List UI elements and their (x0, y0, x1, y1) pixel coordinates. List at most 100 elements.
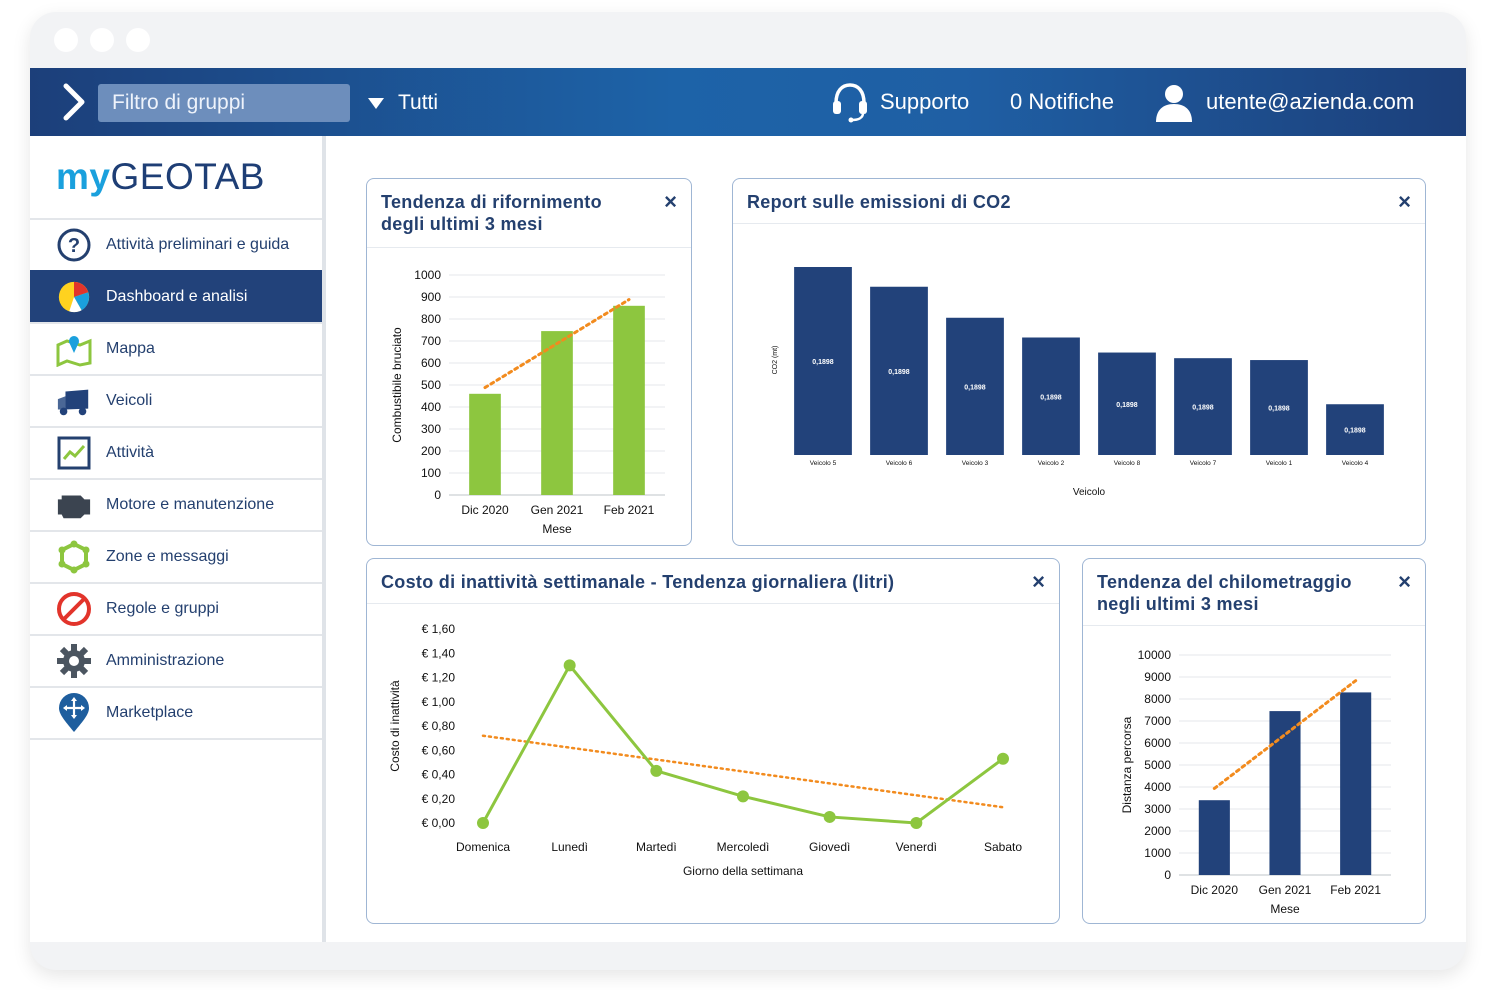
data-label: 0,1898 (1192, 405, 1214, 412)
sidebar-item-label: Amministrazione (106, 652, 225, 669)
sidebar-item-activity[interactable]: Attività (30, 426, 322, 478)
sidebar-item-administration[interactable]: Amministrazione (30, 634, 322, 686)
bar (613, 305, 645, 495)
trendline (1212, 679, 1358, 790)
widget-title-line-2: degli ultimi 3 mesi (381, 214, 543, 234)
data-point (823, 810, 836, 823)
y-axis-label: Combustibile bruciato (390, 327, 404, 443)
widget-title-line-1: Tendenza del chilometraggio (1097, 572, 1352, 592)
data-label: 0,1898 (1116, 402, 1138, 409)
group-dropdown-value: Tutti (398, 91, 439, 114)
y-tick-label: € 1,00 (422, 695, 456, 709)
x-tick-label: Veicolo 8 (1114, 460, 1141, 467)
x-tick-label: Veicolo 4 (1342, 460, 1369, 467)
widget-divider (1083, 625, 1425, 626)
y-tick-label: € 0,60 (422, 743, 456, 757)
widget-divider (367, 603, 1059, 604)
gear-icon (56, 643, 92, 679)
x-tick-label: Martedì (636, 840, 677, 854)
group-filter-input[interactable]: Filtro di gruppi (98, 84, 350, 122)
bar (1098, 352, 1156, 455)
x-tick-label: Veicolo 5 (810, 460, 837, 467)
y-tick-label: 1000 (1144, 846, 1171, 860)
data-point (997, 752, 1009, 765)
x-tick-label: Feb 2021 (604, 503, 655, 517)
co2-chart: 0,1898 Veicolo 5 0,1898 Veicolo 6 0,1898 Veic… (772, 267, 1384, 498)
y-tick-label: 500 (421, 378, 441, 392)
y-tick-label: € 0,80 (422, 719, 456, 733)
x-axis-label: Giorno della settimana (683, 864, 803, 878)
widget-title: Costo di inattività settimanale - Tenden… (381, 572, 895, 592)
fuel-chart: 0 100 200 300 400 500 600 700 800 900 1000 Dic 2020… (390, 268, 665, 536)
x-tick-label: Sabato (984, 840, 1022, 854)
group-dropdown[interactable]: Tutti (368, 84, 438, 122)
sidebar-item-engine[interactable]: Motore e manutenzione (30, 478, 322, 530)
idle-chart: € 0,00 € 0,20 € 0,40 € 0,60 € 0,80 € 1,00 € 1,… (388, 622, 1022, 878)
bar (1198, 800, 1230, 875)
x-tick-label: Domenica (456, 840, 510, 854)
x-tick-label: Veicolo 3 (962, 460, 989, 467)
y-tick-label: 4000 (1144, 780, 1171, 794)
co2-report-widget: Report sulle emissioni di CO2 × 0,1898 Ve… (732, 178, 1426, 546)
user-menu[interactable]: utente@azienda.com (1154, 78, 1414, 126)
sidebar-item-label: Zone e messaggi (106, 548, 229, 565)
bar (1340, 692, 1372, 875)
close-icon[interactable]: × (1398, 189, 1411, 214)
x-axis-label: Mese (542, 522, 572, 536)
window-controls (54, 28, 150, 52)
prohibited-icon (56, 591, 92, 627)
y-tick-label: € 1,20 (422, 671, 456, 685)
sidebar-item-marketplace[interactable]: Marketplace (30, 686, 322, 740)
sidebar: myGEOTAB ? Attività preliminari e guida … (30, 136, 326, 942)
y-axis-label: Costo di inattività (388, 680, 402, 772)
x-tick-label: Mercoledì (717, 840, 770, 854)
y-tick-label: 7000 (1144, 714, 1171, 728)
x-tick-label: Veicolo 7 (1190, 460, 1217, 467)
y-tick-label: 6000 (1144, 736, 1171, 750)
sidebar-item-dashboard[interactable]: Dashboard e analisi (30, 270, 322, 322)
sidebar-item-map[interactable]: Mappa (30, 322, 322, 374)
data-label: 0,1898 (1268, 406, 1290, 413)
sidebar-item-vehicles[interactable]: Veicoli (30, 374, 322, 426)
dashboard-main: Tendenza di rifornimento degli ultimi 3 … (326, 136, 1466, 942)
engine-icon (56, 487, 92, 523)
marketplace-pin-icon (56, 693, 92, 732)
y-tick-label: 900 (421, 290, 441, 304)
y-tick-label: € 0,00 (422, 816, 456, 830)
window-dot-3[interactable] (126, 28, 150, 52)
x-tick-label: Veicolo 6 (886, 460, 913, 467)
bar (1174, 358, 1232, 455)
sidebar-item-zones[interactable]: Zone e messaggi (30, 530, 322, 582)
sidebar-item-getting-started[interactable]: ? Attività preliminari e guida (30, 218, 322, 270)
window-dot-1[interactable] (54, 28, 78, 52)
chevron-right-icon[interactable] (54, 82, 94, 122)
sidebar-item-label: Dashboard e analisi (106, 288, 248, 305)
close-icon[interactable]: × (664, 189, 677, 214)
window-dot-2[interactable] (90, 28, 114, 52)
bar (1326, 404, 1384, 455)
mileage-chart: 0 1000 2000 3000 4000 5000 6000 7000 8000 9000 100… (1120, 648, 1391, 916)
data-point (563, 659, 576, 672)
user-icon (1156, 85, 1192, 122)
mileage-trend-widget: Tendenza del chilometraggio negli ultimi… (1082, 558, 1426, 924)
close-icon[interactable]: × (1032, 569, 1045, 594)
y-tick-label: 10000 (1138, 648, 1172, 662)
fuel-trend-widget: Tendenza di rifornimento degli ultimi 3 … (366, 178, 692, 546)
widget-title-line-2: negli ultimi 3 mesi (1097, 594, 1259, 614)
dropdown-arrow-icon (368, 97, 384, 109)
y-tick-label: 0 (1164, 868, 1171, 882)
y-tick-label: 1000 (414, 268, 441, 282)
sidebar-item-label: Motore e manutenzione (106, 496, 275, 513)
sidebar-item-rules[interactable]: Regole e gruppi (30, 582, 322, 634)
svg-text:?: ? (68, 235, 80, 257)
y-tick-label: € 0,20 (422, 792, 456, 806)
data-label: 0,1898 (1040, 394, 1062, 401)
bar (946, 317, 1004, 455)
notifications-button[interactable]: 0 Notifiche (1010, 89, 1114, 114)
user-email: utente@azienda.com (1206, 89, 1415, 114)
sidebar-item-label: Regole e gruppi (106, 600, 219, 617)
y-tick-label: 300 (421, 422, 441, 436)
close-icon[interactable]: × (1398, 569, 1411, 594)
support-button[interactable]: Supporto (830, 78, 969, 126)
mygeotab-logo[interactable]: myGEOTAB (56, 156, 265, 198)
